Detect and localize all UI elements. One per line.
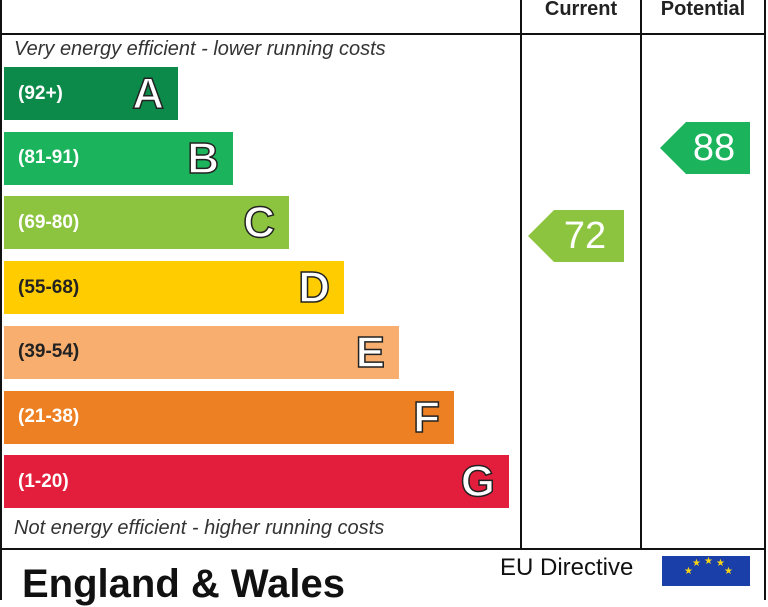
band-e: (39-54) E	[4, 325, 399, 379]
band-range-label: (69-80)	[18, 211, 80, 233]
band-range-label: (81-91)	[18, 147, 80, 169]
band-d: (55-68) D	[4, 261, 344, 315]
potential-header: Potential	[660, 0, 746, 20]
bottom-note: Not energy efficient - higher running co…	[14, 517, 385, 539]
top-note: Very energy efficient - lower running co…	[14, 38, 386, 60]
band-f: (21-38) F	[4, 390, 454, 444]
band-g: (1-20) G	[4, 455, 509, 509]
band-range-label: (1-20)	[18, 470, 69, 492]
eu-flag-icon: ★ ★ ★ ★ ★	[662, 556, 750, 586]
band-letter: A	[131, 68, 164, 119]
band-range-label: (92+)	[18, 82, 63, 104]
potential-column-divider	[640, 0, 642, 550]
eu-directive-label: EU Directive	[500, 554, 634, 581]
footer-divider	[0, 548, 766, 550]
footer-title: England & Wales	[22, 562, 346, 606]
band-letter: B	[186, 133, 219, 184]
band-range-label: (55-68)	[18, 276, 80, 298]
band-letter: E	[355, 327, 386, 378]
band-a: (92+) A	[4, 67, 178, 120]
header-divider	[0, 33, 766, 35]
current-column-divider	[520, 0, 522, 550]
band-letter: C	[242, 198, 275, 249]
potential-rating-value: 88	[692, 126, 736, 169]
current-header: Current	[544, 0, 618, 20]
band-range-label: (21-38)	[18, 406, 80, 427]
band-letter: G	[460, 456, 496, 507]
band-range-label: (39-54)	[18, 341, 80, 363]
band-b: (81-91) B	[4, 131, 233, 185]
band-letter: F	[412, 392, 440, 443]
current-rating-value: 72	[563, 214, 607, 257]
band-letter: D	[297, 262, 330, 313]
band-c: (69-80) C	[4, 196, 289, 250]
